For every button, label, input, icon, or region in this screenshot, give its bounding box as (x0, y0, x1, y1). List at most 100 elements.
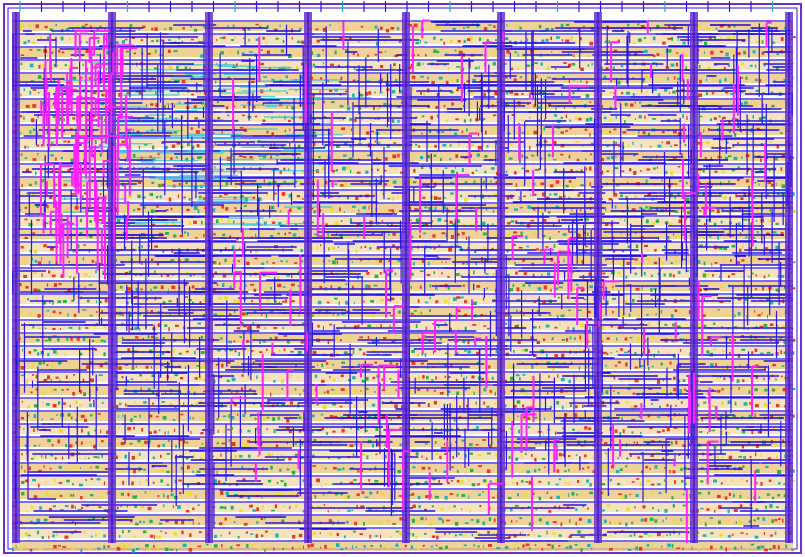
cell-fragment (37, 314, 41, 318)
cell-fragment (118, 366, 122, 371)
cell-fragment (573, 231, 576, 233)
cell-fragment (486, 39, 489, 43)
cell-fragment (424, 54, 427, 57)
cell-fragment (25, 379, 29, 384)
cell-fragment (584, 426, 588, 430)
cell-fragment (249, 156, 253, 159)
cell-fragment (156, 353, 161, 357)
cell-fragment (434, 144, 437, 148)
cell-fragment (266, 130, 269, 134)
cell-fragment (84, 456, 87, 460)
cell-fragment (35, 297, 38, 301)
cell-fragment (424, 206, 428, 209)
cell-fragment (460, 480, 464, 484)
cell-fragment (118, 93, 122, 97)
cell-fragment (510, 508, 513, 512)
cell-fragment (175, 156, 178, 159)
cell-fragment (75, 441, 78, 444)
cell-fragment (378, 51, 383, 54)
cell-fragment (224, 349, 227, 352)
cell-fragment (723, 247, 727, 251)
cell-fragment (64, 505, 69, 508)
cell-fragment (311, 414, 315, 418)
cell-fragment (79, 483, 83, 487)
cell-fragment (379, 26, 383, 30)
cell-fragment (517, 323, 519, 327)
cell-fragment (767, 179, 772, 184)
cell-fragment (359, 533, 363, 536)
cell-fragment (468, 479, 470, 483)
cell-fragment (580, 67, 584, 71)
cell-fragment (131, 456, 135, 460)
cell-fragment (520, 231, 523, 235)
cell-fragment (359, 414, 362, 418)
cell-fragment (33, 444, 37, 447)
cell-fragment (724, 156, 729, 160)
cell-fragment (730, 208, 734, 211)
cell-fragment (475, 401, 477, 405)
cell-fragment (380, 481, 384, 484)
cell-fragment (102, 270, 104, 274)
cell-fragment (415, 218, 420, 223)
cell-fragment (182, 543, 187, 547)
cell-fragment (792, 261, 796, 264)
cell-fragment (444, 322, 447, 325)
cell-fragment (668, 24, 671, 29)
cell-fragment (254, 417, 257, 421)
cell-fragment (465, 376, 468, 379)
cell-fragment (28, 25, 32, 27)
cell-fragment (73, 466, 77, 470)
cell-fragment (632, 41, 636, 45)
cell-fragment (262, 340, 266, 343)
cell-fragment (359, 223, 362, 226)
cell-fragment (28, 351, 32, 354)
cell-fragment (41, 390, 45, 395)
cell-fragment (590, 142, 595, 146)
cell-fragment (761, 40, 764, 44)
cell-fragment (476, 519, 480, 523)
cell-fragment (486, 452, 491, 455)
cell-fragment (28, 183, 32, 187)
cell-fragment (714, 170, 718, 173)
cell-fragment (262, 154, 266, 159)
cell-fragment (553, 114, 558, 117)
cell-fragment (391, 340, 395, 344)
cell-fragment (294, 223, 298, 227)
cell-fragment (574, 116, 578, 120)
cell-fragment (753, 519, 756, 522)
cell-fragment (479, 27, 483, 29)
cell-fragment (634, 272, 638, 275)
cell-fragment (561, 405, 564, 410)
cell-fragment (458, 533, 463, 536)
cell-fragment (680, 518, 682, 522)
cell-fragment (428, 206, 433, 211)
cell-fragment (601, 218, 605, 223)
cell-fragment (532, 492, 535, 495)
cell-fragment (366, 28, 368, 30)
cell-fragment (268, 496, 270, 499)
cell-fragment (622, 249, 625, 253)
cell-fragment (131, 366, 135, 370)
cell-fragment (702, 273, 706, 278)
cell-fragment (221, 131, 223, 135)
cell-fragment (561, 454, 566, 456)
cell-fragment (534, 49, 538, 52)
cell-fragment (701, 375, 704, 378)
cell-fragment (260, 517, 264, 520)
cell-fragment (133, 426, 135, 430)
cell-fragment (456, 66, 461, 68)
cell-fragment (102, 416, 105, 419)
cell-fragment (132, 153, 136, 158)
cell-fragment (139, 520, 142, 524)
cell-fragment (117, 520, 120, 524)
cell-fragment (460, 194, 463, 198)
cell-fragment (319, 532, 321, 534)
cell-fragment (589, 117, 593, 121)
cell-fragment (214, 271, 217, 274)
cell-fragment (707, 337, 710, 340)
cell-fragment (358, 209, 360, 213)
cell-fragment (530, 219, 535, 222)
cell-fragment (345, 283, 348, 286)
cell-fragment (376, 340, 380, 343)
